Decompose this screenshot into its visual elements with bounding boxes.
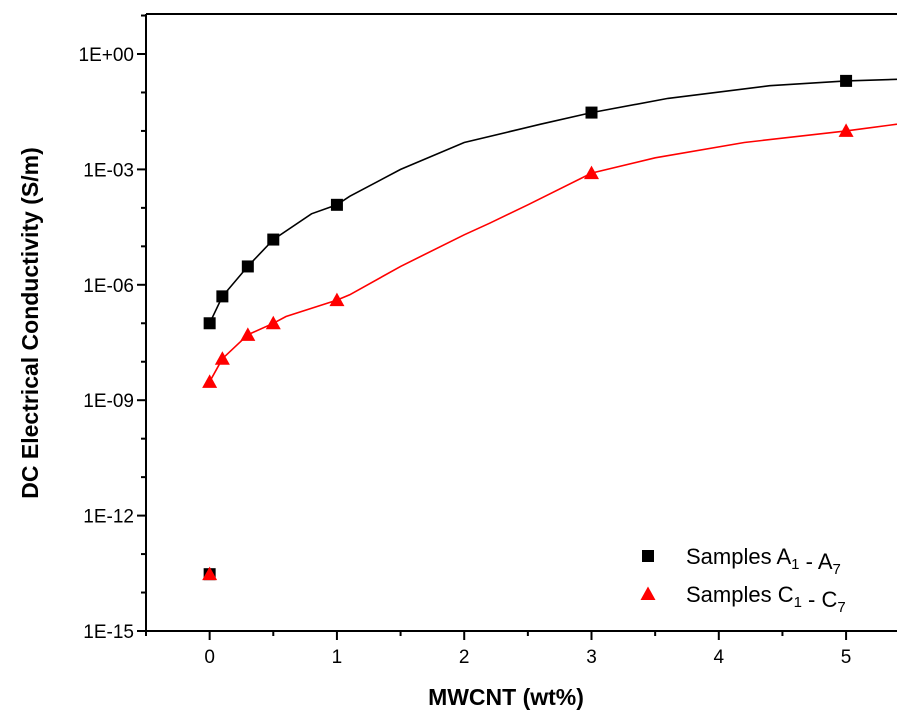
x-tick-label: 1 (332, 647, 343, 668)
legend-marker-series-1 (642, 550, 654, 562)
data-point-series-1 (267, 233, 280, 246)
plot-frame (145, 13, 897, 632)
x-ticks: 0 1 2 3 4 5 (145, 631, 852, 668)
fit-curve-series-2 (208, 123, 897, 383)
x-tick-label: 5 (841, 647, 852, 668)
y-tick-label: 1E-03 (83, 160, 134, 181)
legend-marker-series-2 (640, 586, 656, 600)
y-tick-label: 1E-06 (83, 276, 134, 297)
x-tick-label: 4 (714, 647, 725, 668)
x-axis-title: MWCNT (wt%) (428, 684, 584, 710)
data-point-series-1 (840, 74, 853, 87)
x-tick-label: 0 (204, 647, 215, 668)
legend-label-series-1: Samples A1 - A7 (686, 544, 841, 578)
x-tick-label: 3 (586, 647, 597, 668)
data-point-series-2 (329, 292, 345, 307)
data-point-series-1 (203, 317, 216, 330)
markers (202, 74, 854, 581)
data-point-series-2 (584, 165, 600, 180)
y-tick-label: 1E-12 (83, 507, 134, 528)
legend-label-series-2: Samples C1 - C7 (686, 582, 846, 616)
data-point-series-1 (330, 198, 343, 211)
data-point-series-2 (838, 123, 854, 137)
y-axis-title: DC Electrical Conductivity (S/m) (17, 147, 43, 498)
data-point-series-2 (202, 374, 218, 388)
fit-curves (208, 78, 897, 383)
x-tick-label: 2 (459, 647, 470, 668)
data-point-series-1 (585, 106, 598, 119)
data-point-series-2 (202, 566, 218, 581)
y-tick-label: 1E-09 (83, 391, 134, 412)
legend: Samples A1 - A7 Samples C1 - C7 (640, 544, 846, 616)
data-point-series-2 (214, 351, 230, 365)
data-point-series-1 (216, 290, 229, 303)
data-point-series-2 (265, 315, 281, 330)
y-tick-label: 1E+00 (79, 45, 134, 66)
y-tick-label: 1E-15 (83, 622, 134, 643)
y-ticks: 1E-15 1E-12 1E-09 1E-06 1E-03 1E+00 (79, 14, 146, 643)
data-point-series-1 (241, 260, 254, 273)
data-point-series-2 (240, 327, 256, 341)
fit-curve-series-1 (208, 78, 897, 324)
